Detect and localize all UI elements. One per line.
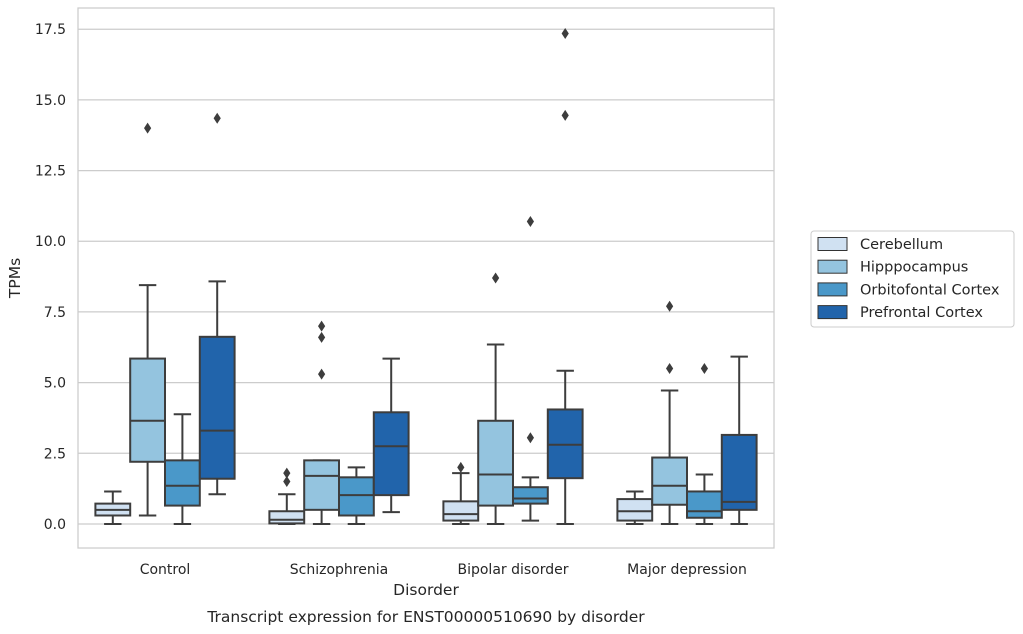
- box: [198, 335, 236, 480]
- y-tick-label: 0.0: [44, 517, 66, 533]
- box-plot: [94, 490, 132, 525]
- legend-swatch: [817, 259, 848, 274]
- box: [651, 456, 689, 506]
- box: [303, 459, 341, 511]
- box-plot: [303, 320, 341, 525]
- legend-swatch: [817, 282, 848, 297]
- outlier-point: [213, 112, 221, 124]
- legend-label: Orbitofontal Cortex: [860, 282, 1000, 298]
- box-plot: [198, 112, 236, 496]
- x-tick-label: Major depression: [627, 562, 747, 578]
- plot-frame: [77, 7, 775, 549]
- box: [477, 419, 515, 507]
- outlier-point: [526, 432, 534, 444]
- outlier-point: [492, 272, 500, 284]
- legend: Cerebellum Hipppocampus Orbitofontal Corte…: [810, 230, 1015, 328]
- x-tick-label: Bipolar disorder: [457, 562, 568, 578]
- legend-swatch: [817, 237, 848, 251]
- box: [616, 498, 654, 522]
- box-plot: [338, 466, 375, 525]
- x-tick-labels: Control Schizophrenia Bipolar disorder Majo…: [140, 562, 747, 578]
- box-plot: [164, 413, 201, 525]
- chart-caption: Transcript expression for ENST0000051069…: [206, 608, 645, 626]
- box-plot: [477, 272, 515, 525]
- box-plot: [512, 215, 549, 522]
- outlier-point: [318, 368, 326, 380]
- box-plot: [546, 27, 584, 525]
- x-tick-label: Control: [140, 562, 191, 578]
- y-tick-labels: 0.0 2.5 5.0 7.5 10.0 12.5 15.0 17.5: [35, 22, 66, 533]
- y-tick-label: 5.0: [44, 376, 66, 392]
- box: [372, 411, 410, 497]
- box: [129, 357, 166, 463]
- box-plot: [372, 357, 410, 514]
- y-tick-label: 15.0: [35, 93, 66, 109]
- outlier-point: [318, 331, 326, 343]
- outlier-point: [144, 122, 152, 134]
- grid-lines: [78, 28, 774, 525]
- outlier-point: [666, 362, 674, 374]
- box-plots: [94, 27, 758, 525]
- outlier-point: [283, 467, 291, 479]
- y-tick-label: 17.5: [35, 22, 66, 38]
- box-plot: [651, 300, 689, 525]
- legend-label: Hipppocampus: [860, 260, 968, 276]
- y-tick-label: 2.5: [44, 446, 66, 462]
- outlier-point: [561, 109, 569, 121]
- y-tick-label: 12.5: [35, 164, 66, 180]
- box-plot: [268, 467, 306, 525]
- box: [164, 459, 201, 507]
- legend-label: Cerebellum: [860, 237, 943, 253]
- box-plot: [616, 490, 654, 525]
- box-plot: [720, 355, 758, 525]
- legend-swatch: [817, 305, 848, 320]
- box-plot: [686, 362, 723, 525]
- x-tick-label: Schizophrenia: [290, 562, 388, 578]
- outlier-point: [700, 362, 708, 374]
- outlier-point: [666, 300, 674, 312]
- box-plot: [442, 461, 480, 525]
- outlier-point: [561, 27, 569, 39]
- outlier-point: [526, 215, 534, 227]
- box: [720, 433, 758, 511]
- y-tick-label: 7.5: [44, 305, 66, 321]
- box: [338, 476, 375, 517]
- legend-frame: [810, 230, 1015, 328]
- x-axis-title: Disorder: [393, 581, 459, 599]
- box: [686, 490, 723, 519]
- box: [268, 510, 306, 525]
- box: [442, 500, 480, 522]
- outlier-point: [283, 476, 291, 488]
- box: [512, 486, 549, 505]
- legend-label: Prefrontal Cortex: [860, 305, 983, 321]
- y-axis-title: TPMs: [6, 258, 24, 299]
- box-plot: [129, 122, 166, 517]
- y-tick-label: 10.0: [35, 234, 66, 250]
- outlier-point: [457, 461, 465, 473]
- outlier-point: [318, 320, 326, 332]
